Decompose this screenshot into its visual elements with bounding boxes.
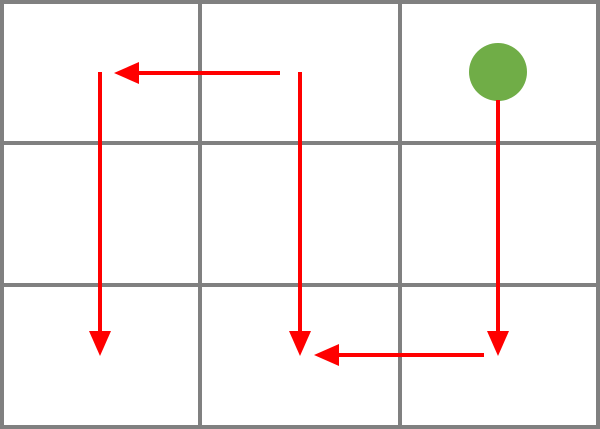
start-dot [469,43,527,101]
arrow-head [89,331,111,356]
arrow [487,100,509,356]
arrow [89,72,111,356]
arrow-head [114,62,139,84]
arrow [114,62,280,84]
arrow [314,344,484,366]
arrow-head [487,331,509,356]
arrow [289,72,311,356]
arrow-head [314,344,339,366]
arrow-head [289,331,311,356]
